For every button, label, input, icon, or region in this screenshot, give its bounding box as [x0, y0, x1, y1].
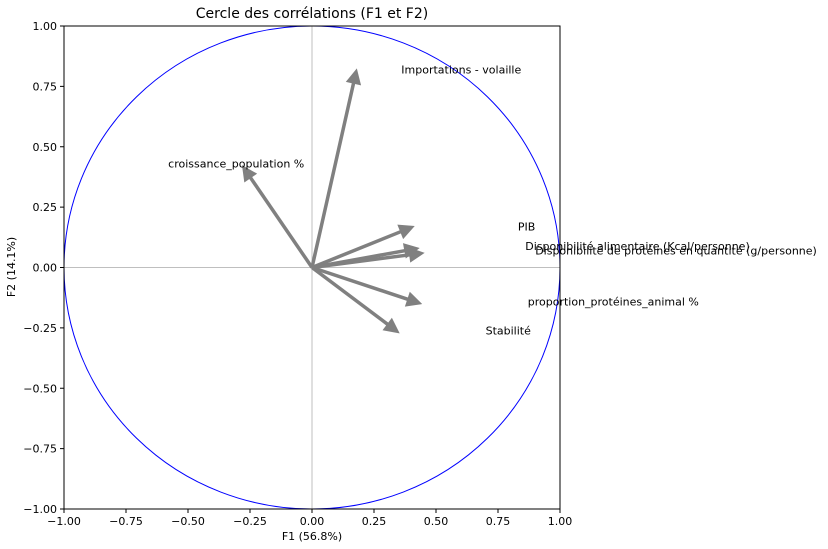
arrow-7	[310, 266, 400, 334]
y-tick-label: 0.75	[33, 80, 58, 93]
x-tick-label: 0.50	[424, 515, 449, 528]
arrow-shaft	[311, 253, 410, 270]
arrow-5	[311, 247, 425, 270]
y-tick-label: 1.00	[33, 20, 58, 33]
variable-label: Disponibilité de protéines en quantité (…	[535, 245, 817, 258]
x-tick-label: −1.00	[47, 515, 81, 528]
arrow-6	[311, 265, 423, 307]
x-tick-label: 0.00	[300, 515, 325, 528]
y-axis-ticks: 1.00 0.75 0.50 0.25 0.00 −0.25 −0.50 −0.75 −1.00	[23, 20, 64, 516]
arrow-3	[311, 224, 415, 270]
x-axis-ticks: −1.00 −0.75 −0.50 −0.25 0.00 0.25 0.50 0.75 1.00	[47, 509, 572, 528]
y-tick-label: −0.25	[23, 322, 57, 335]
plot-area: Importations - volaille croissance_popula…	[63, 25, 817, 510]
variable-label: PIB	[518, 220, 535, 233]
x-tick-label: 0.25	[362, 515, 387, 528]
chart-title: Cercle des corrélations (F1 et F2)	[196, 6, 428, 22]
variable-label: Importations - volaille	[401, 63, 521, 76]
y-tick-label: −0.50	[23, 382, 57, 395]
variable-label: proportion_protéines_animal %	[528, 295, 699, 308]
y-tick-label: −1.00	[23, 503, 57, 516]
arrow-head	[404, 291, 423, 307]
y-tick-label: −0.75	[23, 443, 57, 456]
variable-label: Stabilité	[486, 324, 531, 337]
x-tick-label: −0.25	[233, 515, 267, 528]
arrow-head	[397, 224, 415, 240]
arrow-head	[241, 165, 258, 183]
y-tick-label: 0.50	[33, 141, 58, 154]
arrow-shaft	[311, 265, 409, 301]
x-tick-label: 1.00	[548, 515, 573, 528]
arrow-shaft	[310, 266, 389, 326]
variable-labels: Importations - volaille croissance_popula…	[168, 63, 817, 337]
x-axis-label: F1 (56.8%)	[282, 530, 342, 543]
arrow-1	[310, 68, 362, 268]
arrow-shaft	[310, 82, 356, 268]
x-tick-label: −0.75	[109, 515, 143, 528]
arrow-shaft	[249, 176, 314, 269]
arrow-head	[382, 317, 400, 334]
x-tick-label: 0.75	[486, 515, 511, 528]
x-tick-label: −0.50	[171, 515, 205, 528]
arrow-head	[345, 68, 362, 86]
arrow-2	[241, 165, 314, 269]
arrow-head	[408, 247, 425, 263]
y-axis-label: F2 (14.1%)	[5, 237, 18, 297]
variable-label: Disponibilité alimentaire (Kcal/personne…	[525, 240, 749, 253]
y-tick-label: 0.00	[33, 262, 58, 275]
arrow-shaft	[311, 230, 402, 270]
y-tick-label: 0.25	[33, 201, 58, 214]
variable-arrows	[241, 68, 425, 334]
variable-label: croissance_population %	[168, 158, 304, 171]
